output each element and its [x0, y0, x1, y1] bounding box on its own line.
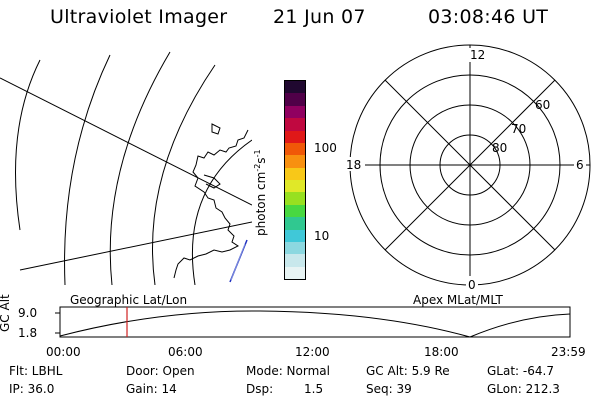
- colorbar-segment: [285, 192, 305, 205]
- lat-arc-1: [15, 59, 41, 231]
- door-label: Door: Open: [126, 364, 195, 378]
- colorbar-segment: [285, 204, 305, 218]
- timeline-xtick-1: 06:00: [168, 345, 203, 359]
- colorbar: [284, 80, 306, 280]
- colorbar-segment: [285, 241, 305, 255]
- timeline-ytick-1: 1.8: [18, 326, 38, 340]
- timeline-xtick-3: 18:00: [424, 345, 459, 359]
- time-label: 03:08:46 UT: [428, 6, 549, 28]
- timeline-right-title: Apex MLat/MLT: [413, 293, 503, 307]
- glon-label: GLon: 212.3: [487, 382, 560, 396]
- colorbar-segment: [285, 217, 305, 230]
- colorbar-segment: [285, 130, 305, 143]
- polar-diagonal-2: [384, 79, 556, 251]
- mlt-label-0: 0: [468, 278, 476, 292]
- colorbar-segment: [285, 167, 305, 180]
- ip-label: IP: 36.0: [9, 382, 55, 396]
- lat-label-70: 70: [511, 122, 526, 136]
- glat-label: GLat: -64.7: [487, 364, 554, 378]
- timeline-ytick-9: 9.0: [18, 306, 38, 320]
- timeline-xtick-4: 23:59: [551, 345, 586, 359]
- lat-arc-3: [109, 51, 171, 285]
- lat-arc-5: [191, 139, 252, 285]
- timeline-xtick-0: 00:00: [46, 345, 81, 359]
- lat-arc-2: [64, 54, 111, 285]
- colorbar-segment: [285, 254, 305, 267]
- lat-arc-4: [152, 64, 216, 285]
- dsp-label: Dsp:: [246, 382, 274, 396]
- colorbar-tick-10: 10: [314, 229, 330, 243]
- colorbar-segment: [285, 81, 305, 94]
- colorbar-segment: [285, 142, 305, 156]
- colorbar-segment: [285, 105, 305, 119]
- orbit-altitude-curve: [59, 310, 571, 338]
- colorbar-segment: [285, 229, 305, 242]
- dsp-value: 1.5: [304, 382, 324, 396]
- date-label: 21 Jun 07: [273, 6, 366, 28]
- filter-label: Flt: LBHL: [9, 364, 63, 378]
- coastline: [173, 129, 249, 279]
- instrument-title: Ultraviolet Imager: [50, 6, 228, 28]
- coastline-island: [211, 123, 221, 135]
- gcalt-label: GC Alt: 5.9 Re: [366, 364, 450, 378]
- colorbar-segment: [285, 93, 305, 106]
- mlt-label-12: 12: [470, 48, 485, 62]
- mode-label: Mode: Normal: [246, 364, 330, 378]
- colorbar-segment: [285, 118, 305, 131]
- colorbar-segment: [285, 266, 305, 279]
- gain-label: Gain: 14: [126, 382, 177, 396]
- lat-label-60: 60: [535, 98, 550, 112]
- timeline-xtick-2: 12:00: [295, 345, 330, 359]
- lon-line-2: [19, 221, 252, 271]
- timeline-frame: [59, 306, 571, 338]
- coastline-inlet: [203, 174, 221, 189]
- colorbar-segment: [285, 180, 305, 193]
- mlt-label-18: 18: [346, 158, 361, 172]
- seq-label: Seq: 39: [366, 382, 412, 396]
- lon-line-1: [0, 77, 252, 206]
- mlt-label-6: 6: [576, 158, 584, 172]
- timeline-left-title: Geographic Lat/Lon: [70, 293, 188, 307]
- colorbar-segment: [285, 155, 305, 168]
- lat-label-80: 80: [492, 141, 507, 155]
- colorbar-tick-100: 100: [314, 141, 337, 155]
